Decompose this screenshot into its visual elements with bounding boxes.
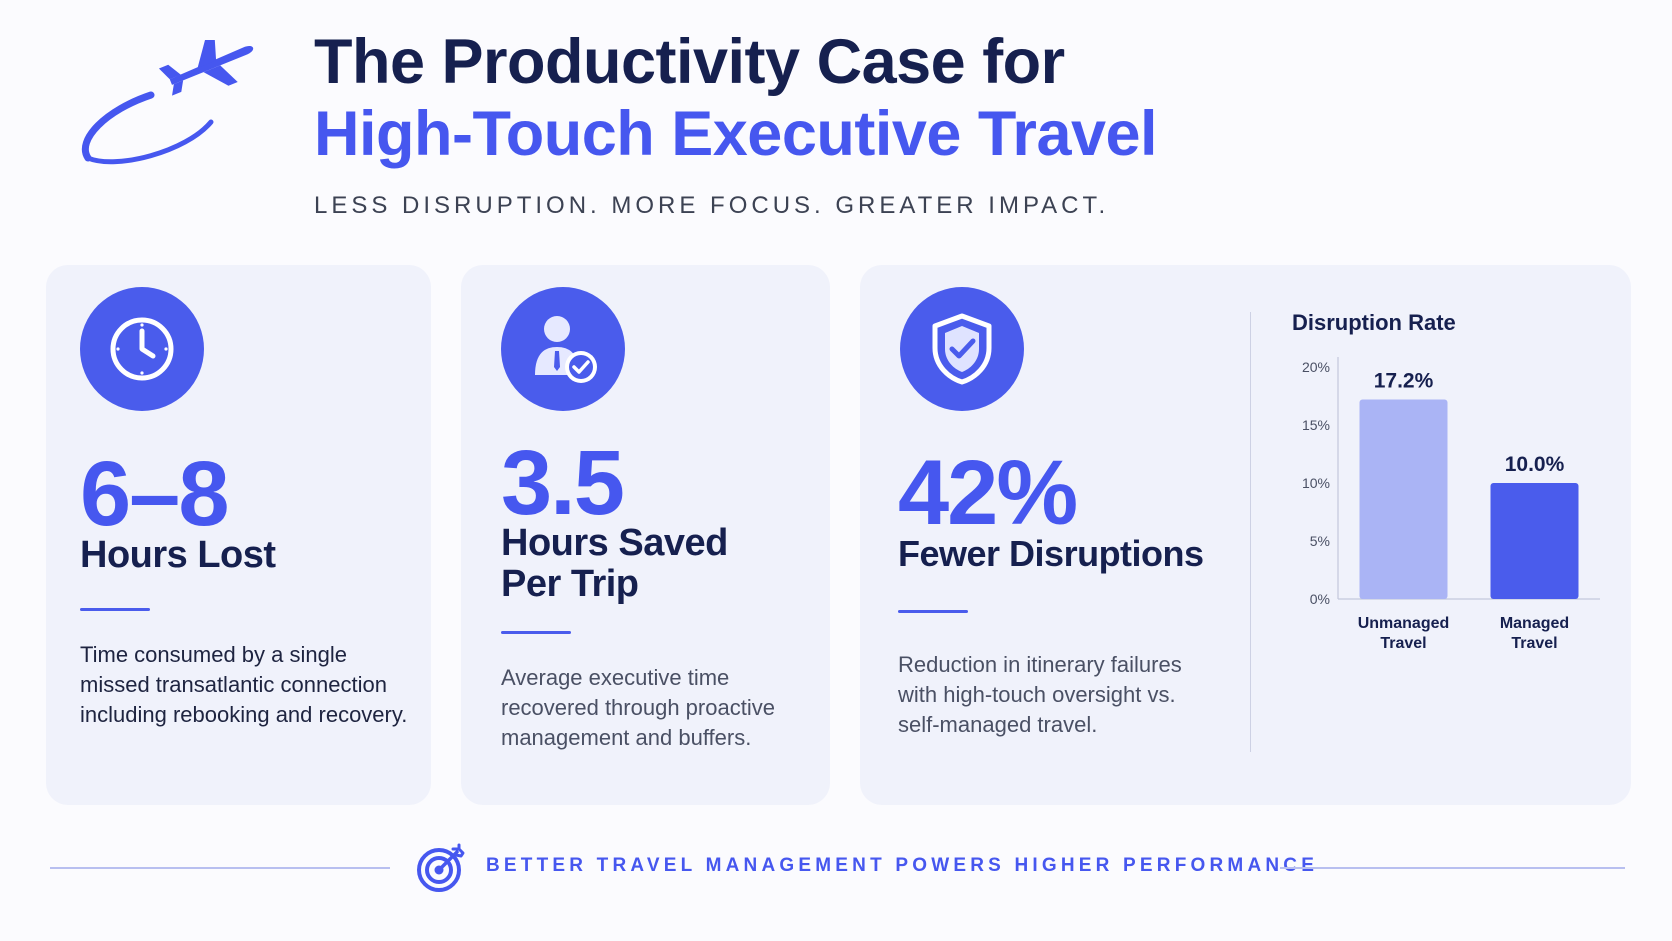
stat-card-hours-lost: 6–8 Hours Lost Time consumed by a single… bbox=[46, 265, 431, 805]
bar-1 bbox=[1359, 399, 1448, 599]
accent-divider bbox=[898, 610, 968, 613]
accent-divider bbox=[501, 631, 571, 634]
stat-card-fewer-disruptions: 42% Fewer Disruptions Reduction in itine… bbox=[860, 265, 1631, 805]
header: The Productivity Case for High-Touch Exe… bbox=[0, 0, 1672, 240]
page-title-line1: The Productivity Case for bbox=[314, 27, 1065, 97]
executive-check-icon bbox=[501, 287, 625, 411]
vertical-divider bbox=[1250, 312, 1251, 752]
y-tick-label: 5% bbox=[1310, 533, 1330, 549]
x-category-label: Travel bbox=[1380, 635, 1426, 652]
disruption-rate-chart: 0% 5% 10% 15% 20% 17.2% Unmanaged Travel 10.0% Ma… bbox=[1302, 357, 1600, 652]
bar-value-label: 17.2% bbox=[1374, 369, 1434, 392]
stat-label: Fewer Disruptions bbox=[898, 533, 1204, 574]
clock-icon bbox=[80, 287, 204, 411]
airplane-icon bbox=[81, 40, 254, 165]
stat-value: 6–8 bbox=[80, 443, 229, 545]
x-category-label: Managed bbox=[1500, 615, 1569, 632]
stat-value: 42% bbox=[898, 442, 1078, 544]
bar-value-label: 10.0% bbox=[1505, 453, 1565, 476]
stat-description: Reduction in itinerary failures with hig… bbox=[898, 652, 1182, 737]
accent-divider bbox=[80, 608, 150, 611]
page-subtitle: LESS DISRUPTION. MORE FOCUS. GREATER IMP… bbox=[314, 192, 1110, 219]
y-tick-label: 15% bbox=[1302, 417, 1330, 433]
stat-value: 3.5 bbox=[501, 432, 625, 534]
page-title-line2: High-Touch Executive Travel bbox=[314, 99, 1158, 169]
x-category-label: Travel bbox=[1511, 635, 1557, 652]
footer-tagline: BETTER TRAVEL MANAGEMENT POWERS HIGHER P… bbox=[486, 855, 1319, 876]
y-tick-label: 0% bbox=[1310, 591, 1330, 607]
y-tick-label: 10% bbox=[1302, 475, 1330, 491]
chart-title: Disruption Rate bbox=[1292, 310, 1456, 335]
stat-description: Time consumed by a single missed transat… bbox=[80, 642, 408, 727]
y-tick-label: 20% bbox=[1302, 359, 1330, 375]
target-icon bbox=[417, 843, 465, 892]
footer-rule-left bbox=[50, 867, 390, 869]
bar-2 bbox=[1490, 483, 1579, 599]
x-category-label: Unmanaged bbox=[1358, 615, 1450, 632]
shield-check-icon bbox=[900, 287, 1024, 411]
footer-rule-right bbox=[1280, 867, 1625, 869]
stat-label-line1: Hours Saved bbox=[501, 522, 728, 564]
stat-card-hours-saved: 3.5 Hours Saved Per Trip Average executi… bbox=[461, 265, 830, 805]
stat-description: Average executive time recovered through… bbox=[501, 665, 775, 750]
stat-label: Hours Lost bbox=[80, 534, 276, 576]
stat-label-line2: Per Trip bbox=[501, 563, 639, 605]
